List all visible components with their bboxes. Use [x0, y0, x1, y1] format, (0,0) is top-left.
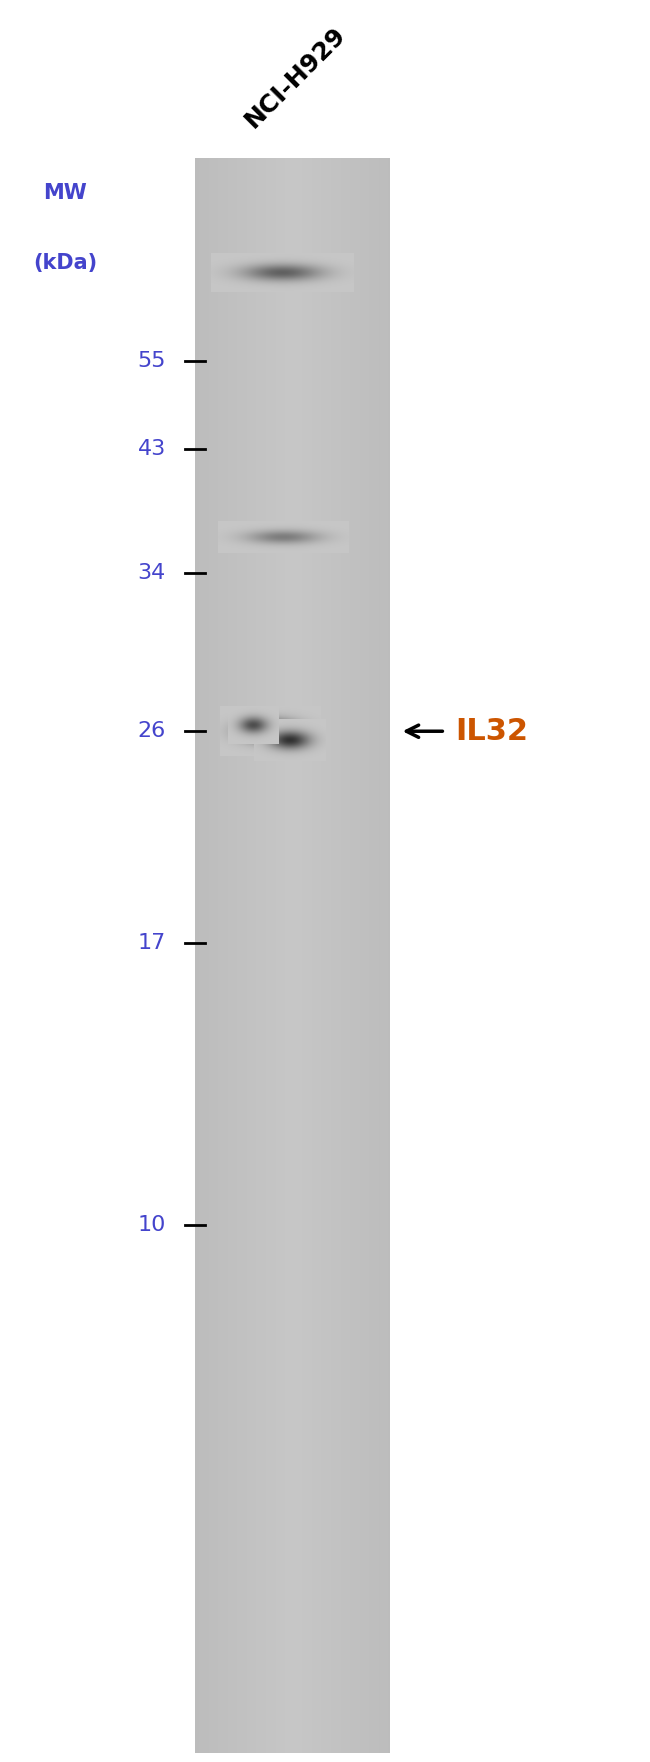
Text: 10: 10 — [137, 1214, 166, 1235]
Text: 17: 17 — [138, 932, 166, 953]
Text: 34: 34 — [138, 562, 166, 583]
Text: 43: 43 — [138, 439, 166, 460]
Text: IL32: IL32 — [455, 717, 528, 745]
Text: (kDa): (kDa) — [33, 254, 97, 273]
Text: 26: 26 — [138, 721, 166, 742]
Text: NCI-H929: NCI-H929 — [240, 21, 351, 132]
Text: MW: MW — [43, 183, 87, 203]
Text: 55: 55 — [137, 351, 166, 372]
